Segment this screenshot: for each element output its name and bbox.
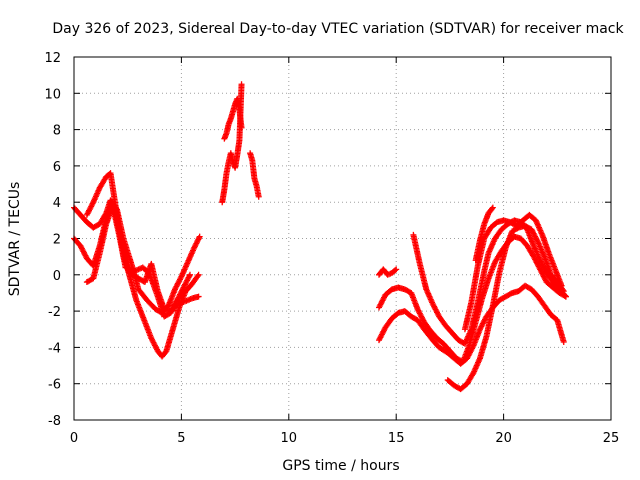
- y-tick-label: 4: [53, 196, 61, 211]
- data-point: [560, 338, 567, 345]
- data-point: [195, 271, 202, 278]
- x-tick-label: 20: [495, 431, 512, 446]
- y-tick-label: 2: [53, 233, 61, 248]
- x-tick-label: 25: [603, 431, 620, 446]
- y-tick-label: -6: [48, 378, 61, 393]
- data-point: [560, 288, 567, 295]
- series-arc-4: [83, 170, 193, 315]
- data-points: [71, 81, 569, 393]
- y-tick-label: 12: [44, 51, 61, 66]
- data-point: [559, 286, 566, 293]
- data-point: [562, 293, 569, 300]
- series-arc-12: [444, 222, 567, 393]
- series-arc-6: [219, 81, 245, 206]
- data-point: [255, 193, 262, 200]
- y-tick-label: 10: [44, 87, 61, 102]
- data-point: [561, 292, 568, 299]
- x-axis-label: GPS time / hours: [282, 458, 399, 474]
- series-arc-7: [247, 150, 262, 200]
- data-point: [196, 233, 203, 240]
- data-point: [392, 267, 399, 274]
- data-point: [558, 282, 565, 289]
- x-tick-label: 0: [70, 431, 78, 446]
- data-point: [186, 271, 193, 278]
- chart-title: Day 326 of 2023, Sidereal Day-to-day VTE…: [52, 21, 624, 37]
- y-tick-label: 0: [53, 269, 61, 284]
- data-point: [195, 293, 202, 300]
- x-tick-label: 10: [281, 431, 298, 446]
- y-tick-label: -8: [48, 414, 61, 429]
- data-point: [489, 205, 496, 212]
- series-arc-10: [376, 266, 400, 278]
- data-point: [489, 204, 496, 211]
- y-tick-label: -2: [48, 305, 61, 320]
- plot-frame: [73, 56, 612, 421]
- y-tick-label: -4: [48, 341, 61, 356]
- data-point: [238, 81, 245, 88]
- data-point: [194, 273, 201, 280]
- y-tick-label: 8: [53, 124, 61, 139]
- series-arc-13: [461, 211, 565, 333]
- axis-ticks: 0 5 10 15 20 25 -8 -6 -4 -2 0 2 4 6 8 10 12: [44, 51, 619, 446]
- y-tick-label: 6: [53, 160, 61, 175]
- series-arc-14: [472, 204, 496, 264]
- y-axis-label: SDTVAR / TECUs: [7, 182, 23, 297]
- data-point: [393, 266, 400, 273]
- x-tick-label: 15: [388, 431, 405, 446]
- grid-lines: [74, 57, 611, 420]
- x-tick-label: 5: [177, 431, 185, 446]
